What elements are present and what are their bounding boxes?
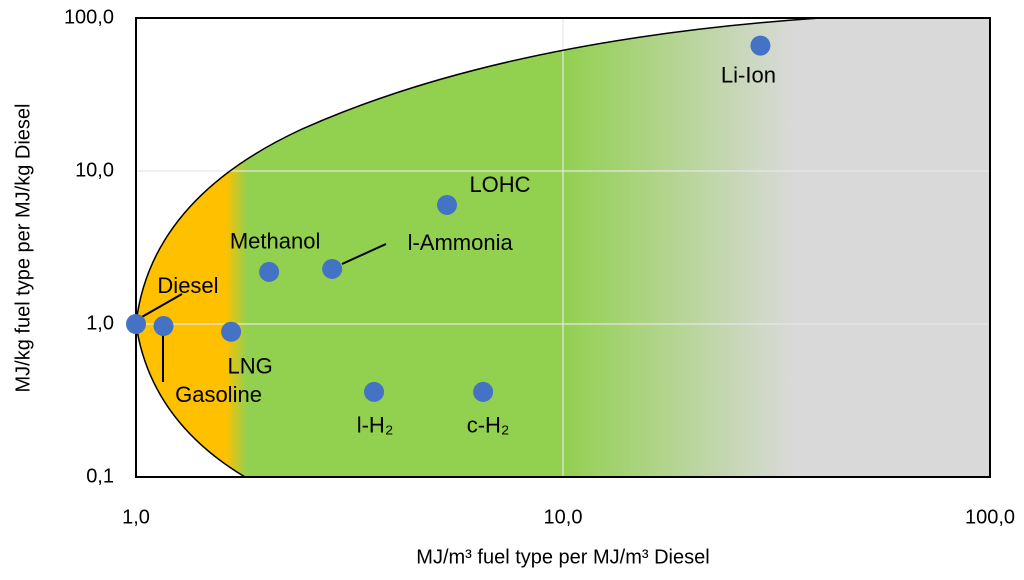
data-point [126,314,146,334]
y-tick-label: 0,1 [86,465,114,487]
data-point [153,316,174,337]
data-point [322,258,343,279]
y-axis-label: MJ/kg fuel type per MJ/kg Diesel [12,104,34,393]
data-point [473,381,494,402]
x-tick-label: 1,0 [122,506,150,528]
y-tick-label: 1,0 [86,312,114,334]
point-label: l-Ammonia [408,230,514,255]
point-label: Li-Ion [721,62,776,87]
point-label: LOHC [469,172,530,197]
plot-frame [135,17,991,478]
leader-line [139,293,183,319]
data-point [750,35,771,56]
point-label: LNG [227,354,272,379]
x-tick-label: 10,0 [544,506,583,528]
point-label: l-H₂ [357,413,394,438]
y-tick-label: 10,0 [75,159,114,181]
data-point [221,321,242,342]
x-axis-label: MJ/m³ fuel type per MJ/m³ Diesel [416,546,709,568]
point-label: c-H₂ [467,413,510,438]
leader-line [341,243,387,265]
region-boundary [135,17,821,478]
point-label: Methanol [230,229,321,254]
x-tick-label: 100,0 [965,506,1015,528]
data-point [259,261,280,282]
data-point [437,194,458,215]
y-tick-label: 100,0 [64,6,114,28]
data-point [364,381,385,402]
point-label: Diesel [157,273,218,298]
point-label: Gasoline [175,382,262,407]
